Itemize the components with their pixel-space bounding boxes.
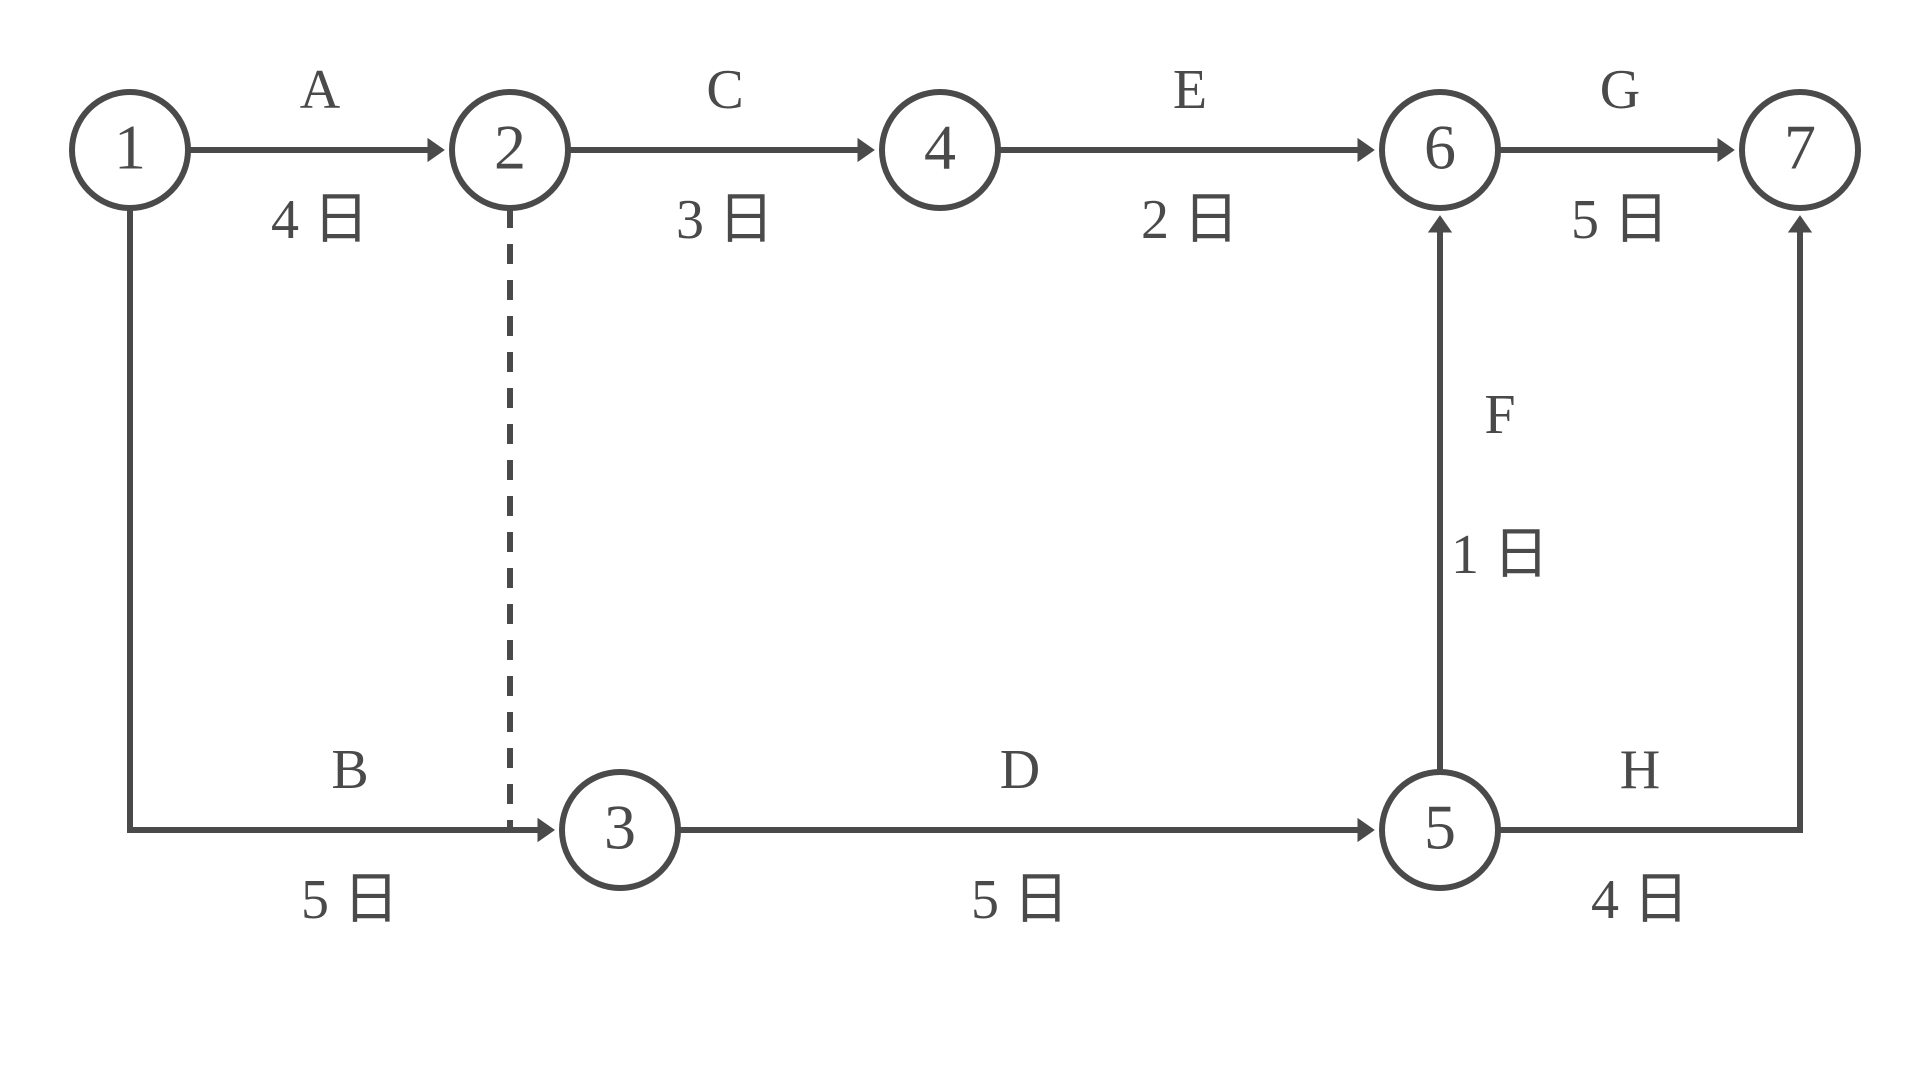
network-diagram: A 4 日 B 5 日 C 3 日 D 5 日 E 2 日 F 1 日 G 5 日 H 4 日 1 2 3 4 5 6 7 [0, 0, 1920, 1080]
edge-label-C: C [706, 59, 743, 121]
edge-duration-H: 4 日 [1591, 869, 1689, 931]
edge-A: A 4 日 [188, 59, 444, 251]
node-3: 3 [562, 772, 678, 888]
edge-F: F 1 日 [1429, 216, 1549, 772]
edge-label-B: B [331, 739, 368, 801]
node-label-4: 4 [924, 112, 956, 183]
node-label-1: 1 [114, 112, 146, 183]
node-4: 4 [882, 92, 998, 208]
edge-E: E 2 日 [998, 59, 1374, 251]
node-label-3: 3 [604, 792, 636, 863]
edge-label-F: F [1484, 384, 1515, 446]
node-2: 2 [452, 92, 568, 208]
node-label-7: 7 [1784, 112, 1816, 183]
edge-duration-G: 5 日 [1571, 189, 1669, 251]
edge-label-H: H [1620, 739, 1660, 801]
edge-duration-C: 3 日 [676, 189, 774, 251]
node-1: 1 [72, 92, 188, 208]
node-label-6: 6 [1424, 112, 1456, 183]
edge-label-G: G [1600, 59, 1640, 121]
edge-label-E: E [1173, 59, 1207, 121]
edge-duration-A: 4 日 [271, 189, 369, 251]
node-label-2: 2 [494, 112, 526, 183]
node-label-5: 5 [1424, 792, 1456, 863]
edge-duration-B: 5 日 [301, 869, 399, 931]
node-5: 5 [1382, 772, 1498, 888]
edge-duration-D: 5 日 [971, 869, 1069, 931]
edge-label-D: D [1000, 739, 1040, 801]
diagram-svg: A 4 日 B 5 日 C 3 日 D 5 日 E 2 日 F 1 日 G 5 日 H 4 日 1 2 3 4 5 6 7 [0, 0, 1920, 1080]
edge-C: C 3 日 [568, 59, 874, 251]
node-7: 7 [1742, 92, 1858, 208]
edge-label-A: A [300, 59, 341, 121]
edge-duration-E: 2 日 [1141, 189, 1239, 251]
edge-duration-F: 1 日 [1451, 524, 1549, 586]
edge-G: G 5 日 [1498, 59, 1734, 251]
edge-dummy-2-3 [510, 208, 554, 841]
edge-B: B 5 日 [130, 208, 554, 931]
edge-D: D 5 日 [678, 739, 1374, 931]
node-6: 6 [1382, 92, 1498, 208]
